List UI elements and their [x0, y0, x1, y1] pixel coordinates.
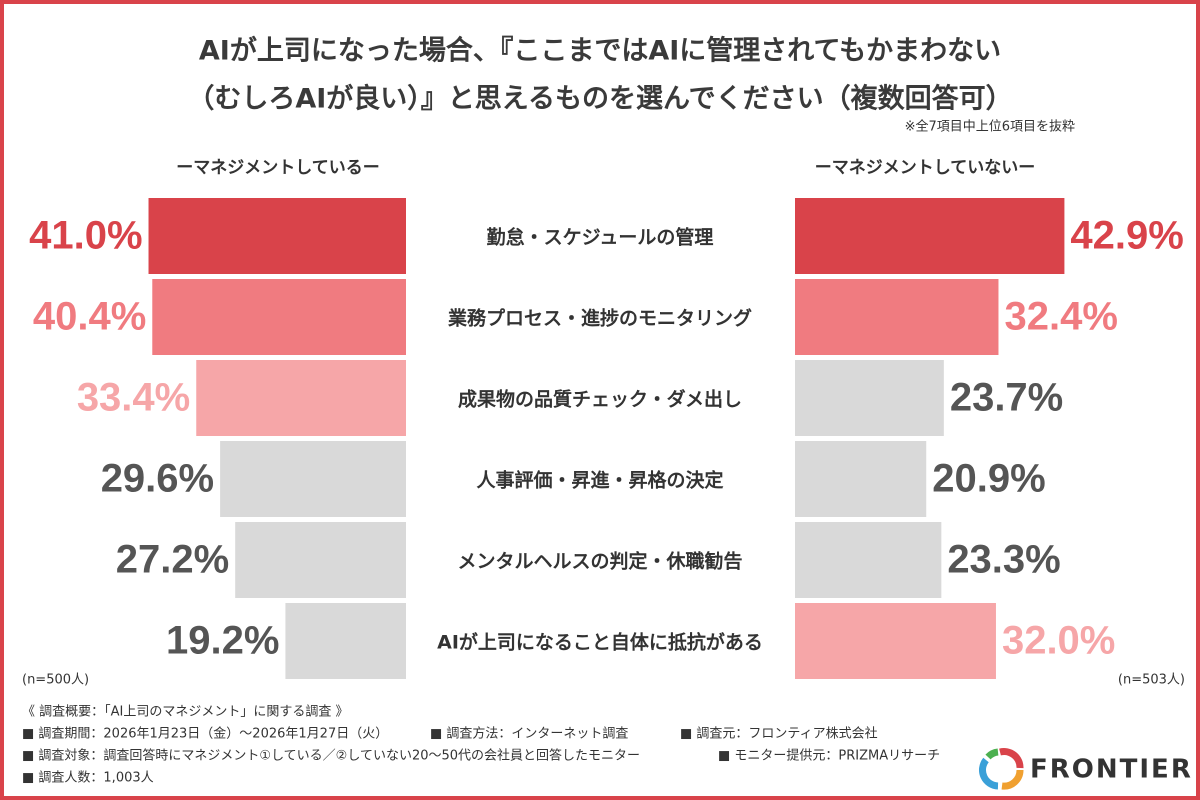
value-label: 23.3%	[947, 538, 1060, 582]
bar	[795, 198, 1065, 274]
category-label: メンタルヘルスの判定・休職勧告	[457, 550, 742, 573]
value-label: 23.7%	[950, 376, 1063, 420]
footer-item: ■ 調査元：フロンティア株式会社	[680, 726, 878, 742]
footer-item: ■ 調査方法：インターネット調査	[430, 726, 628, 742]
series-name: ーマネジメントしているー	[176, 158, 380, 178]
bar	[235, 522, 406, 598]
value-label: 27.2%	[116, 538, 229, 582]
footer-item: ■ 調査期間：2026年1月23日（金）〜2026年1月27日（火）	[22, 726, 388, 742]
footer-item: ■ 調査対象：調査回答時にマネジメント①している／②していない20〜50代の会社…	[22, 748, 640, 764]
value-label: 32.4%	[1004, 295, 1117, 339]
logo-text: FRONTIER	[1030, 755, 1193, 785]
bar	[152, 279, 406, 355]
category-label: 勤怠・スケジュールの管理	[487, 226, 714, 249]
bar	[285, 603, 406, 679]
value-label: 32.0%	[1002, 619, 1115, 663]
note: ※全7項目中上位6項目を抜粋	[905, 119, 1075, 135]
bar	[196, 360, 406, 436]
value-label: 40.4%	[33, 295, 146, 339]
bar	[795, 441, 927, 517]
chart-title: （むしろAIが良い）』と思えるものを選んでください（複数回答可）	[187, 83, 1012, 115]
bar	[795, 603, 996, 679]
footer-heading: 《 調査概要：「AI上司のマネジメント」に関する調査 》	[22, 705, 349, 720]
series-name: ーマネジメントしていないー	[815, 158, 1036, 178]
value-label: 20.9%	[932, 457, 1045, 501]
bar	[148, 198, 406, 274]
category-label: 業務プロセス・進捗のモニタリング	[447, 307, 752, 330]
bar	[795, 279, 999, 355]
bar	[795, 360, 944, 436]
value-label: 19.2%	[166, 619, 279, 663]
chart-title: AIが上司になった場合、『ここまではAIに管理されてもかまわない	[199, 35, 1001, 67]
value-label: 41.0%	[29, 214, 142, 258]
category-label: 人事評価・昇進・昇格の決定	[476, 469, 723, 492]
value-label: 33.4%	[77, 376, 190, 420]
value-label: 29.6%	[101, 457, 214, 501]
sample-size: (n=500人)	[22, 673, 89, 688]
value-label: 42.9%	[1070, 214, 1183, 258]
category-label: AIが上司になること自体に抵抗がある	[437, 631, 763, 654]
sample-size: (n=503人)	[1118, 673, 1185, 688]
footer-item: ■ 調査人数：1,003人	[22, 771, 154, 786]
category-label: 成果物の品質チェック・ダメ出し	[458, 388, 742, 411]
footer-item: ■ モニター提供元：PRIZMAリサーチ	[718, 748, 940, 764]
logo-mark	[979, 748, 1024, 790]
bar	[795, 522, 942, 598]
bar	[220, 441, 406, 517]
